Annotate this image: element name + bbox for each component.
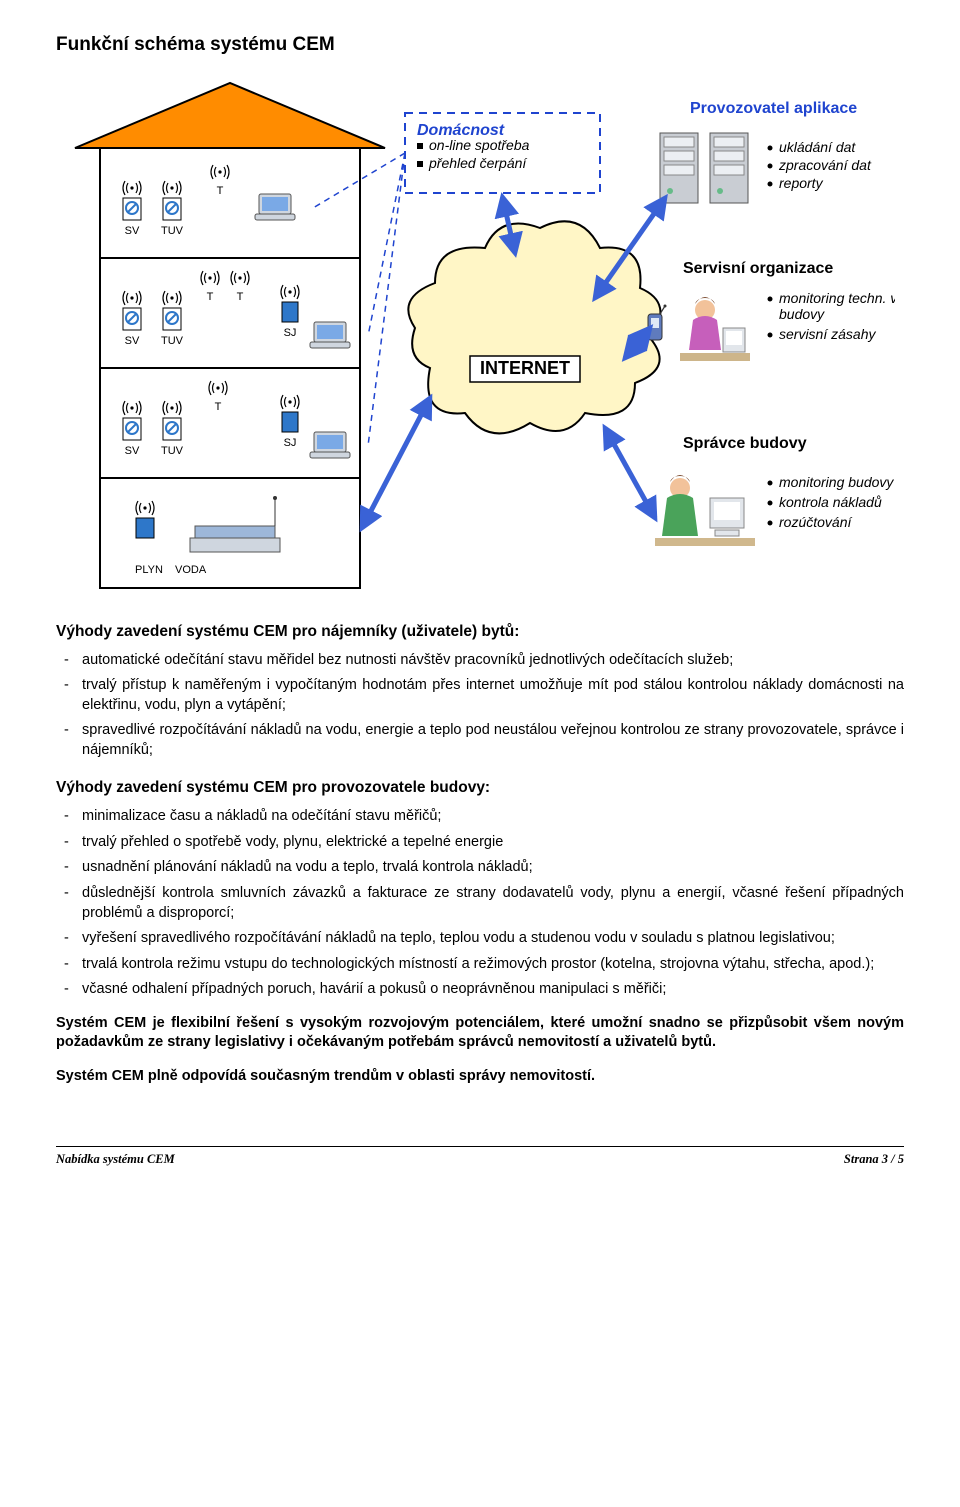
svg-text:monitoring techn. vybavení: monitoring techn. vybavení (779, 290, 895, 306)
svg-text:PLYN: PLYN (135, 564, 163, 576)
svg-text:T: T (217, 185, 224, 197)
diagram-container: SVTUVTSVTUVTTSJSVTUVTSJPLYNVODADomácnost… (56, 78, 904, 598)
list-item: důslednější kontrola smluvních závazků a… (82, 884, 904, 923)
svg-text:T: T (207, 291, 214, 303)
svg-text:reporty: reporty (779, 175, 824, 191)
svg-text:Správce budovy: Správce budovy (683, 435, 807, 452)
list-item: automatické odečítání stavu měřidel bez … (82, 651, 904, 671)
svg-text:SJ: SJ (284, 437, 297, 449)
svg-text:zpracování dat: zpracování dat (778, 157, 872, 173)
svg-text:T: T (215, 401, 222, 413)
svg-text:servisní zásahy: servisní zásahy (779, 326, 876, 342)
svg-text:přehled čerpání: přehled čerpání (428, 155, 528, 171)
svg-text:T: T (237, 291, 244, 303)
section-tenants-heading: Výhody zavedení systému CEM pro nájemník… (56, 622, 904, 643)
svg-text:SV: SV (125, 225, 140, 237)
svg-text:TUV: TUV (161, 335, 184, 347)
svg-text:TUV: TUV (161, 445, 184, 457)
svg-text:INTERNET: INTERNET (480, 358, 570, 378)
tenants-list: automatické odečítání stavu měřidel bez … (56, 651, 904, 761)
svg-text:rozúčtování: rozúčtování (779, 514, 853, 530)
svg-text:Servisní organizace: Servisní organizace (683, 260, 833, 277)
svg-text:ukládání dat: ukládání dat (779, 139, 856, 155)
page-title: Funkční schéma systému CEM (56, 32, 904, 58)
svg-text:SJ: SJ (284, 327, 297, 339)
footer-left: Nabídka systému CEM (56, 1151, 175, 1168)
svg-text:SV: SV (125, 335, 140, 347)
list-item: spravedlivé rozpočítávání nákladů na vod… (82, 721, 904, 760)
operator-list: minimalizace času a nákladů na odečítání… (56, 807, 904, 1000)
footer-right: Strana 3 / 5 (844, 1151, 904, 1168)
section-operator-heading: Výhody zavedení systému CEM pro provozov… (56, 778, 904, 799)
list-item: minimalizace času a nákladů na odečítání… (82, 807, 904, 827)
svg-text:budovy: budovy (779, 306, 825, 322)
list-item: trvalý přehled o spotřebě vody, plynu, e… (82, 833, 904, 853)
list-item: trvalý přístup k naměřeným i vypočítaným… (82, 676, 904, 715)
svg-text:SV: SV (125, 445, 140, 457)
list-item: trvalá kontrola režimu vstupu do technol… (82, 955, 904, 975)
page-footer: Nabídka systému CEM Strana 3 / 5 (56, 1146, 904, 1168)
list-item: usnadnění plánování nákladů na vodu a te… (82, 858, 904, 878)
closing-paragraph-2: Systém CEM plně odpovídá současným trend… (56, 1067, 904, 1087)
svg-text:on-line spotřeba: on-line spotřeba (429, 137, 530, 153)
list-item: včasné odhalení případných poruch, havár… (82, 980, 904, 1000)
list-item: vyřešení spravedlivého rozpočítávání nák… (82, 929, 904, 949)
svg-text:VODA: VODA (175, 564, 207, 576)
svg-text:kontrola nákladů: kontrola nákladů (779, 494, 882, 510)
svg-text:Provozovatel aplikace: Provozovatel aplikace (690, 100, 857, 117)
system-schema-diagram: SVTUVTSVTUVTTSJSVTUVTSJPLYNVODADomácnost… (65, 78, 895, 598)
svg-text:TUV: TUV (161, 225, 184, 237)
svg-text:monitoring budovy: monitoring budovy (779, 474, 894, 490)
closing-paragraph-1: Systém CEM je flexibilní řešení s vysoký… (56, 1014, 904, 1053)
